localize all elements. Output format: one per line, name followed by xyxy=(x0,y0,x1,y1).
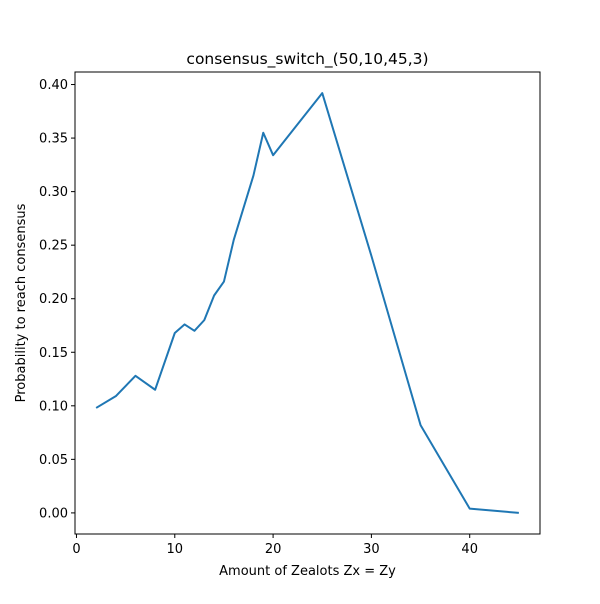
y-tick-label: 0.25 xyxy=(39,239,68,254)
y-tick-label: 0.00 xyxy=(39,506,68,521)
x-tick-label: 30 xyxy=(363,542,380,557)
x-tick-label: 40 xyxy=(461,542,478,557)
y-tick-label: 0.10 xyxy=(39,399,68,414)
chart-title: consensus_switch_(50,10,45,3) xyxy=(186,50,428,69)
y-tick-label: 0.30 xyxy=(39,185,68,200)
y-tick-label: 0.20 xyxy=(39,292,68,307)
x-tick-label: 0 xyxy=(72,542,80,557)
y-tick-label: 0.15 xyxy=(39,346,68,361)
x-tick-label: 20 xyxy=(265,542,282,557)
y-axis-label: Probability to reach consensus xyxy=(14,203,29,402)
x-axis-label: Amount of Zealots Zx = Zy xyxy=(219,564,396,579)
x-tick-label: 10 xyxy=(167,542,184,557)
y-tick-label: 0.35 xyxy=(39,132,68,147)
y-tick-label: 0.05 xyxy=(39,453,68,468)
y-tick-label: 0.40 xyxy=(39,78,68,93)
